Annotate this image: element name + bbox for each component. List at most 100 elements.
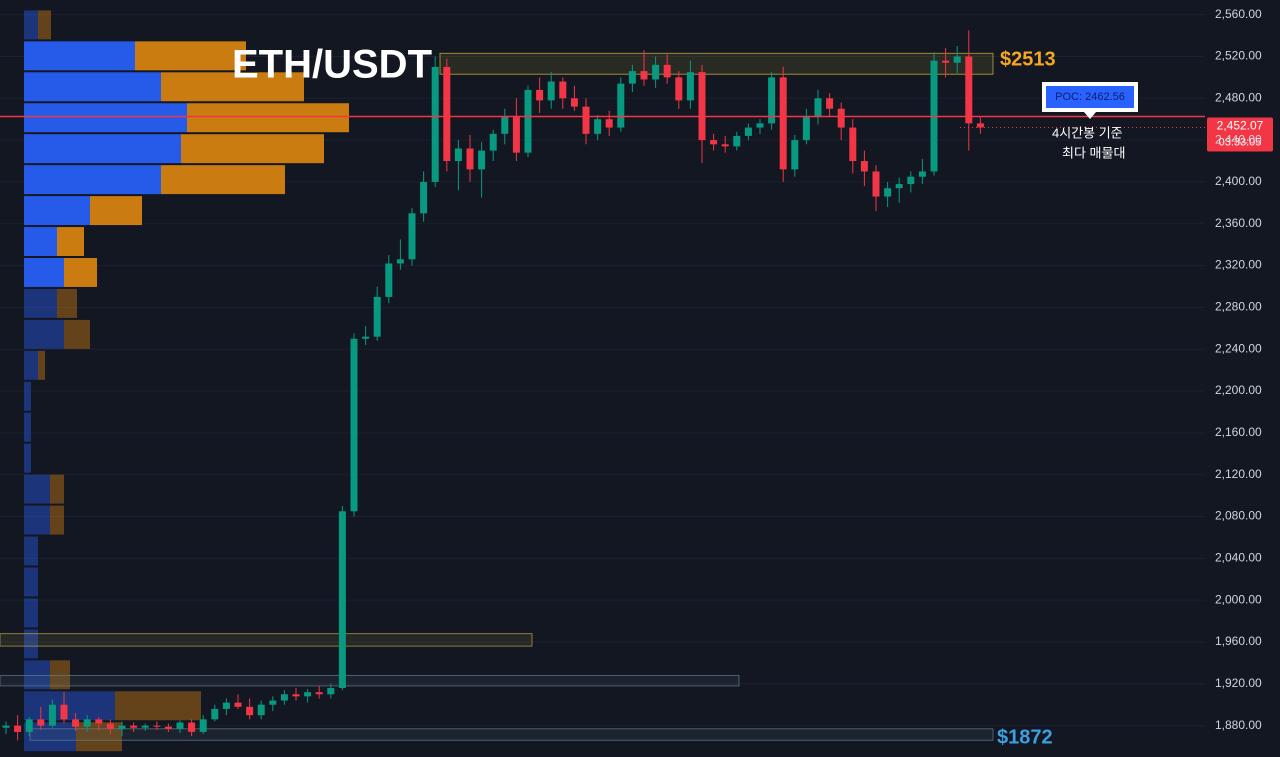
note: 최다 매물대	[1062, 145, 1125, 160]
candle-body	[350, 338, 358, 512]
note: 4시간봉 기준	[1052, 125, 1123, 140]
candle-body	[605, 119, 613, 128]
profile-buy	[24, 536, 38, 566]
countdown: 03:33:05	[1219, 136, 1262, 148]
candle-body	[895, 184, 903, 189]
profile-buy	[24, 474, 50, 504]
candle-body	[721, 144, 729, 147]
candle-body	[710, 140, 718, 145]
profile-buy	[24, 258, 64, 287]
candle-body	[768, 77, 776, 124]
candle-body	[860, 161, 868, 172]
candle-body	[304, 692, 312, 697]
price-zone	[0, 633, 533, 647]
candle-body	[489, 133, 497, 151]
y-tick-label: 2,280.00	[1215, 300, 1262, 314]
candle-body	[420, 181, 428, 214]
candle-body	[141, 725, 149, 728]
y-tick-label: 1,960.00	[1215, 634, 1262, 648]
profile-buy	[24, 660, 50, 690]
candle-body	[106, 723, 114, 729]
y-tick-label: 2,080.00	[1215, 509, 1262, 523]
chart-title: ETH/USDT	[232, 43, 432, 87]
poc-pointer	[1084, 112, 1096, 119]
candle-body	[443, 66, 451, 162]
candle-body	[48, 704, 56, 726]
profile-sell	[64, 258, 97, 287]
profile-buy	[24, 288, 57, 318]
price-zone	[0, 674, 740, 687]
candle-body	[837, 108, 845, 128]
candle-body	[211, 708, 219, 720]
candle-body	[153, 725, 161, 727]
profile-buy	[24, 412, 31, 442]
candle-body	[686, 72, 694, 101]
candle-body	[246, 706, 254, 716]
profile-sell	[57, 227, 84, 257]
profile-sell	[90, 196, 142, 226]
y-tick-label: 2,440.00	[1215, 132, 1262, 146]
poc-label: POC: 2462.56	[1055, 91, 1125, 103]
profile-buy	[24, 165, 161, 195]
y-tick-label: 2,560.00	[1215, 7, 1262, 21]
profile-buy	[24, 350, 38, 380]
candle-body	[652, 64, 660, 80]
candle-body	[628, 71, 636, 84]
profile-buy	[24, 381, 31, 411]
candle-body	[536, 89, 544, 101]
y-tick-label: 2,360.00	[1215, 216, 1262, 230]
candle-body	[269, 700, 277, 705]
candle-body	[814, 98, 822, 118]
candle-body	[373, 296, 381, 337]
candle-body	[675, 77, 683, 101]
profile-buy	[24, 103, 187, 133]
candle-body	[953, 56, 961, 63]
candle-body	[640, 71, 648, 80]
candle-body	[25, 719, 33, 732]
price-tag	[1207, 117, 1273, 152]
candle-body	[617, 83, 625, 128]
candle-body	[2, 725, 10, 728]
profile-sell	[187, 103, 349, 133]
profile-buy	[24, 41, 135, 71]
candle-body	[744, 127, 752, 136]
profile-buy	[24, 319, 64, 349]
profile-buy	[24, 196, 90, 226]
y-tick-label: 2,200.00	[1215, 383, 1262, 397]
y-tick-label: 2,160.00	[1215, 425, 1262, 439]
candle-body	[872, 171, 880, 197]
candle-body	[83, 719, 91, 727]
candle-body	[918, 171, 926, 177]
candle-body	[95, 719, 103, 724]
candle-body	[594, 119, 602, 134]
profile-buy	[24, 227, 57, 257]
profile-sell	[64, 319, 90, 349]
candle-body	[698, 72, 706, 141]
profile-buy	[24, 629, 38, 659]
profile-sell	[50, 505, 64, 535]
candle-body	[362, 336, 370, 339]
candle-body	[338, 511, 346, 688]
candle-body	[501, 117, 509, 134]
price-zone	[29, 728, 994, 741]
profile-sell	[181, 134, 324, 164]
candle-body	[234, 702, 242, 707]
profile-buy	[24, 598, 38, 628]
profile-buy	[24, 134, 181, 164]
candle-body	[524, 89, 532, 153]
profile-sell	[50, 660, 70, 690]
profile-buy	[24, 443, 31, 473]
y-tick-label: 1,880.00	[1215, 718, 1262, 732]
candle-body	[791, 140, 799, 170]
candle-body	[222, 702, 230, 709]
candle-body	[478, 150, 486, 170]
candle-body	[976, 123, 984, 128]
y-tick-label: 1,920.00	[1215, 676, 1262, 690]
candle-body	[466, 148, 474, 170]
candle-body	[72, 719, 80, 727]
profile-sell	[161, 165, 285, 195]
candle-body	[884, 188, 892, 197]
candle-body	[280, 694, 288, 701]
y-tick-label: 2,480.00	[1215, 90, 1262, 104]
